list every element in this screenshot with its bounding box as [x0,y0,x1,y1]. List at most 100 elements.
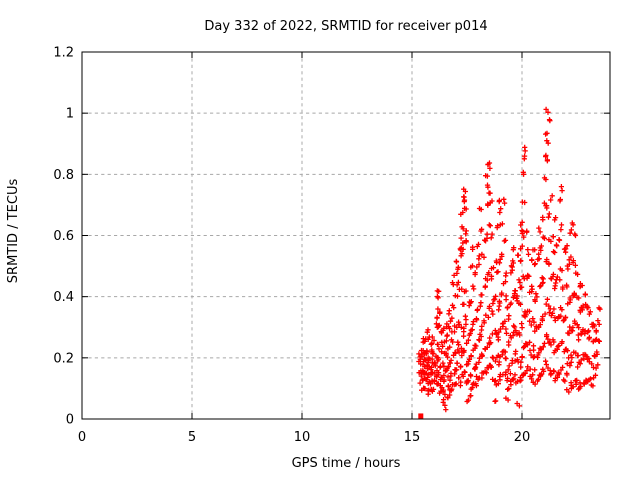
data-point-plus [574,322,580,328]
data-point-plus [546,260,552,266]
data-point-plus [550,337,556,343]
data-point-plus [431,378,437,384]
data-point-plus [548,197,554,203]
data-point-plus [453,350,459,356]
data-point-plus [525,251,532,257]
data-point-plus [554,346,560,352]
data-point-plus [442,402,448,408]
data-point-plus [447,392,453,398]
data-point-plus [550,273,556,280]
data-point-plus [447,360,453,366]
data-point-plus [575,353,581,359]
data-point-plus [530,343,537,349]
data-point-plus [546,211,552,217]
data-point-plus [519,243,525,249]
data-point-plus [519,354,525,360]
data-point-plus [454,293,461,299]
data-point-plus [445,346,451,352]
data-point-plus [527,318,533,324]
data-point-plus [537,229,543,235]
data-point-plus [530,379,536,385]
data-point-plus [525,247,531,253]
data-point-plus [466,356,473,362]
data-point-plus [511,376,517,382]
data-point-plus [571,349,577,355]
data-point-plus [560,286,566,292]
y-tick-label: 1.2 [53,46,74,61]
data-point-plus [446,311,452,317]
data-point-plus [508,382,514,388]
data-point-plus [442,391,448,398]
data-point-plus [463,228,469,234]
data-point-plus [424,349,430,355]
data-point-plus [463,288,469,294]
data-point-plus [524,342,531,348]
data-point-plus [540,217,546,223]
data-point-plus [546,303,552,309]
data-point-plus [585,305,591,311]
data-point-plus [456,375,462,381]
data-point-plus [434,293,440,300]
plot-frame-and-ticks [81,51,611,420]
data-point-plus [505,375,511,381]
data-point-plus [493,382,499,388]
data-point-plus [569,328,576,334]
data-point-plus [492,327,498,334]
data-point-plus [523,312,529,318]
data-point-plus [513,380,519,386]
data-point-plus [511,245,517,251]
data-point-plus [425,327,431,333]
data-point-plus [479,375,485,381]
data-point-plus [483,370,489,376]
data-point-plus [502,279,509,285]
data-point-plus [483,173,489,179]
data-point-plus [468,373,474,379]
data-point-plus [544,130,550,136]
data-point-plus [502,355,509,361]
data-point-plus [497,222,503,228]
data-point-plus [531,319,537,325]
data-point-plus [447,325,453,332]
data-point-plus [452,323,458,329]
data-point-plus [544,138,550,144]
data-point-plus [547,118,553,124]
x-tick-label: 20 [514,430,531,445]
data-point-plus [524,368,530,374]
data-point-plus [546,309,552,316]
data-point-plus [525,273,531,279]
data-point-plus [476,205,483,212]
data-point-plus [496,329,502,335]
data-point-plus [564,284,570,290]
data-point-plus [425,336,431,342]
data-point-plus [474,264,480,270]
data-point-plus [461,349,467,355]
y-tick-label: 0 [66,413,74,428]
data-point-plus [422,338,428,344]
data-point-plus [499,253,505,259]
data-point-plus [470,244,476,250]
data-point-plus [510,333,516,339]
data-point-plus [519,230,525,237]
data-point-plus [588,382,594,388]
data-point-plus [544,296,550,302]
data-point-plus [479,251,485,257]
data-point-plus [449,302,456,308]
data-point-plus [437,310,443,316]
data-point-plus [572,232,579,239]
data-point-plus [437,390,443,396]
data-point-plus [441,363,447,369]
data-point-plus [519,325,525,331]
data-point-plus [532,261,538,267]
data-point-plus [488,235,494,241]
data-point-plus [517,279,523,286]
data-point-plus [497,256,503,262]
data-point-plus [494,225,500,231]
data-point-plus [514,357,520,363]
data-point-plus [435,358,441,364]
data-point-plus [482,283,488,289]
data-point-plus [564,387,570,393]
x-tick-label: 10 [294,430,311,445]
data-point-plus [473,373,480,380]
data-point-plus [520,169,526,175]
